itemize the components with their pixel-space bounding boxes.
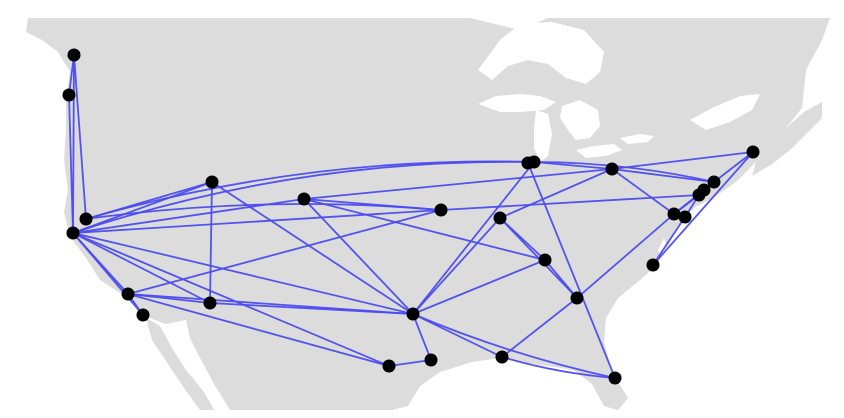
city-node-marker[interactable] (521, 156, 535, 170)
city-node-marker[interactable] (424, 353, 438, 367)
route-line (576, 213, 675, 299)
city-node-marker[interactable] (67, 48, 81, 62)
route-line (72, 232, 414, 315)
route-line (72, 160, 535, 234)
gulf-of-st-lawrence (690, 94, 760, 130)
route-line (72, 232, 211, 304)
lake-erie (576, 144, 622, 158)
route-line (209, 302, 414, 315)
route-line (412, 259, 546, 315)
route-line (412, 161, 535, 315)
route-line (412, 217, 501, 315)
route-line (611, 151, 754, 170)
city-node-marker[interactable] (538, 253, 552, 267)
route-line (652, 151, 754, 266)
city-node-marker[interactable] (121, 287, 135, 301)
route-line (611, 168, 675, 215)
new-england (752, 102, 822, 176)
city-node-marker[interactable] (667, 207, 681, 221)
route-line (85, 181, 213, 220)
baja-peninsula (146, 318, 214, 410)
city-node-marker[interactable] (434, 203, 448, 217)
city-node-marker[interactable] (707, 175, 721, 189)
city-node-marker[interactable] (62, 88, 76, 102)
route-line (127, 293, 390, 367)
city-node-marker[interactable] (493, 211, 507, 225)
city-node-marker[interactable] (605, 162, 619, 176)
route-line (501, 356, 616, 379)
route-line (527, 162, 616, 379)
route-line (303, 168, 613, 200)
route-line (73, 54, 87, 220)
lake-michigan (534, 110, 552, 162)
route-line (127, 209, 442, 295)
route-line (211, 181, 414, 315)
route-line (72, 232, 390, 367)
city-node-marker[interactable] (406, 307, 420, 321)
hudson-bay (478, 22, 604, 84)
route-line (303, 198, 442, 211)
lake-huron (560, 100, 600, 140)
city-node-marker[interactable] (66, 226, 80, 240)
city-node-marker[interactable] (746, 145, 760, 159)
city-node-marker[interactable] (203, 296, 217, 310)
route-line (611, 168, 715, 183)
route-line (72, 198, 305, 234)
route-line (303, 198, 546, 261)
route-line (72, 54, 75, 234)
city-node-marker[interactable] (79, 212, 93, 226)
city-node-marker[interactable] (136, 308, 150, 322)
florida-peninsula (574, 346, 628, 410)
city-node-marker[interactable] (646, 258, 660, 272)
route-line (440, 194, 700, 211)
city-node-marker[interactable] (570, 291, 584, 305)
city-node-marker[interactable] (297, 192, 311, 206)
route-line (499, 168, 613, 219)
nodes-layer (62, 48, 760, 385)
route-line (68, 94, 74, 234)
route-line (412, 313, 616, 379)
city-node-marker[interactable] (205, 175, 219, 189)
lake-ontario (620, 134, 654, 144)
route-line (209, 181, 213, 304)
route-line (72, 209, 442, 234)
mexico-mainland (186, 320, 392, 410)
city-node-marker[interactable] (608, 371, 622, 385)
routes-layer (68, 54, 754, 379)
water-layer (478, 22, 760, 262)
lake-superior (478, 94, 556, 112)
city-node-marker[interactable] (382, 359, 396, 373)
route-line (303, 198, 414, 315)
city-node-marker[interactable] (495, 350, 509, 364)
route-line (501, 297, 578, 358)
city-node-marker[interactable] (678, 210, 692, 224)
city-node-marker[interactable] (697, 183, 711, 197)
route-line (72, 232, 144, 316)
